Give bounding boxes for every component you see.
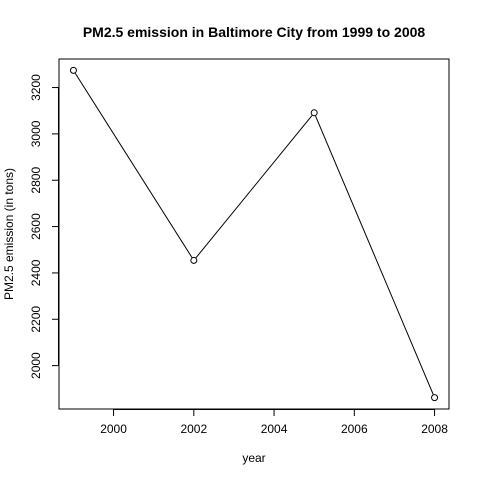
y-tick-label: 3000 — [29, 120, 43, 147]
x-tick-label: 2008 — [421, 422, 448, 436]
x-tick-label: 2004 — [261, 422, 288, 436]
y-tick-label: 2600 — [29, 213, 43, 240]
x-tick-label: 2006 — [341, 422, 368, 436]
chart-title: PM2.5 emission in Baltimore City from 19… — [83, 24, 426, 40]
y-tick-label: 2800 — [29, 167, 43, 194]
y-tick-label: 2400 — [29, 259, 43, 286]
y-axis-label: PM2.5 emission (in tons) — [2, 168, 16, 300]
x-tick-label: 2002 — [180, 422, 207, 436]
x-axis-label: year — [242, 451, 265, 465]
y-tick-label: 2200 — [29, 306, 43, 333]
x-tick-label: 2000 — [100, 422, 127, 436]
y-tick-label: 2000 — [29, 352, 43, 379]
y-tick-label: 3200 — [29, 74, 43, 101]
